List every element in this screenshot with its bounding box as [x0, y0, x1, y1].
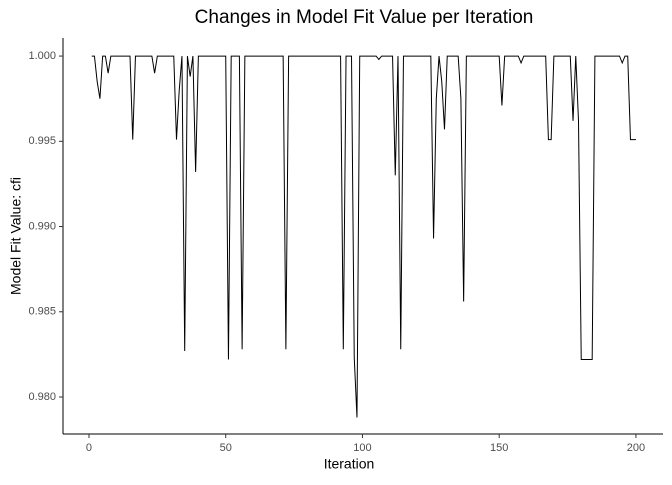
y-axis-label: Model Fit Value: cfi — [8, 177, 24, 295]
x-axis-label: Iteration — [324, 456, 375, 472]
x-tick-label: 150 — [490, 442, 508, 454]
data-line — [91, 55, 636, 418]
y-tick-label: 0.990 — [28, 220, 56, 232]
x-tick-label: 200 — [627, 442, 645, 454]
y-tick-label: 0.980 — [28, 391, 56, 403]
x-tick-label: 100 — [353, 442, 371, 454]
y-tick-label: 1.000 — [28, 50, 56, 62]
x-tick-label: 50 — [220, 442, 232, 454]
chart-title: Changes in Model Fit Value per Iteration — [195, 7, 534, 28]
x-tick-label: 0 — [86, 442, 92, 454]
y-tick-label: 0.995 — [28, 135, 56, 147]
y-tick-label: 0.985 — [28, 306, 56, 318]
